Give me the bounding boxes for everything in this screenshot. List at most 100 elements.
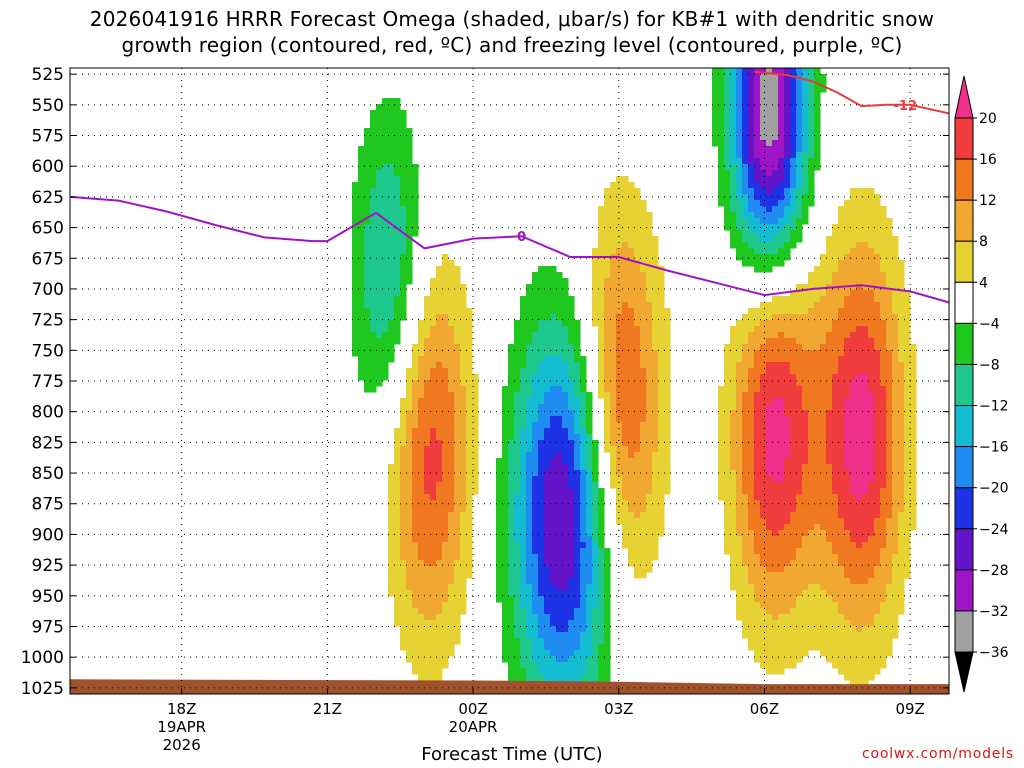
omega-cell [760, 254, 767, 261]
omega-cell [556, 632, 563, 639]
omega-cell [616, 278, 623, 285]
omega-cell [406, 656, 413, 663]
omega-cell [562, 344, 569, 351]
omega-cell [766, 602, 773, 609]
omega-cell [502, 614, 509, 621]
omega-cell [658, 476, 665, 483]
omega-cell [634, 284, 641, 291]
omega-cell [550, 362, 557, 369]
omega-cell [820, 290, 827, 297]
omega-cell [352, 260, 359, 267]
omega-cell [826, 596, 833, 603]
omega-cell [394, 116, 401, 123]
omega-cell [394, 128, 401, 135]
omega-cell [514, 674, 521, 681]
omega-cell [658, 302, 665, 309]
omega-cell [448, 434, 455, 441]
omega-cell [730, 242, 737, 249]
omega-cell [556, 638, 563, 645]
omega-cell [832, 422, 839, 429]
omega-cell [454, 338, 461, 345]
omega-cell [562, 614, 569, 621]
omega-cell [646, 554, 653, 561]
omega-cell [742, 458, 749, 465]
omega-cell [520, 362, 527, 369]
omega-cell [832, 548, 839, 555]
omega-cell [412, 440, 419, 447]
omega-cell [736, 506, 743, 513]
omega-cell [544, 266, 551, 273]
omega-cell [820, 620, 827, 627]
omega-cell [634, 470, 641, 477]
omega-cell [562, 362, 569, 369]
omega-cell [580, 410, 587, 417]
omega-cell [580, 626, 587, 633]
omega-cell [598, 632, 605, 639]
omega-cell [412, 224, 419, 231]
omega-cell [424, 296, 431, 303]
omega-cell [574, 524, 581, 531]
omega-cell [718, 194, 725, 201]
omega-cell [766, 122, 773, 129]
omega-cell [628, 416, 635, 423]
omega-cell [412, 200, 419, 207]
omega-cell [730, 176, 737, 183]
omega-cell [466, 536, 473, 543]
omega-cell [730, 578, 737, 585]
omega-cell [352, 236, 359, 243]
omega-cell [736, 494, 743, 501]
omega-cell [568, 494, 575, 501]
omega-cell [454, 434, 461, 441]
omega-cell [604, 338, 611, 345]
omega-cell [358, 230, 365, 237]
omega-cell [406, 248, 413, 255]
omega-cell [394, 482, 401, 489]
omega-cell [742, 164, 749, 171]
omega-cell [394, 332, 401, 339]
omega-cell [610, 338, 617, 345]
omega-cell [520, 632, 527, 639]
omega-cell [826, 650, 833, 657]
omega-cell [730, 158, 737, 165]
omega-cell [790, 92, 797, 99]
omega-cell [502, 602, 509, 609]
omega-cell [370, 182, 377, 189]
omega-cell [550, 284, 557, 291]
omega-cell [742, 242, 749, 249]
omega-cell [394, 524, 401, 531]
omega-cell [538, 560, 545, 567]
omega-cell [796, 344, 803, 351]
omega-cell [838, 644, 845, 651]
omega-cell [616, 332, 623, 339]
omega-cell [568, 662, 575, 669]
omega-cell [796, 458, 803, 465]
omega-cell [442, 656, 449, 663]
omega-cell [424, 662, 431, 669]
omega-cell [454, 416, 461, 423]
omega-cell [376, 188, 383, 195]
omega-cell [772, 248, 779, 255]
omega-cell [400, 314, 407, 321]
omega-cell [826, 500, 833, 507]
omega-cell [466, 500, 473, 507]
omega-cell [580, 434, 587, 441]
omega-cell [766, 650, 773, 657]
omega-cell [652, 260, 659, 267]
omega-cell [352, 326, 359, 333]
omega-cell [658, 296, 665, 303]
omega-cell [508, 380, 515, 387]
omega-cell [418, 482, 425, 489]
omega-cell [550, 650, 557, 657]
omega-cell [856, 656, 863, 663]
omega-cell [796, 332, 803, 339]
omega-cell [748, 566, 755, 573]
omega-cell [622, 398, 629, 405]
omega-cell [622, 392, 629, 399]
omega-cell [592, 602, 599, 609]
omega-cell [856, 476, 863, 483]
omega-cell [430, 566, 437, 573]
omega-cell [502, 482, 509, 489]
omega-cell [640, 356, 647, 363]
omega-cell [802, 614, 809, 621]
omega-cell [808, 476, 815, 483]
